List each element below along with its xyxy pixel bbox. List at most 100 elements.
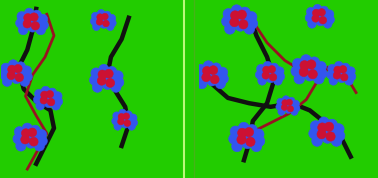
Circle shape <box>41 86 50 95</box>
Circle shape <box>282 101 289 108</box>
Circle shape <box>275 67 284 75</box>
Circle shape <box>247 18 258 29</box>
Circle shape <box>263 66 270 74</box>
Circle shape <box>246 131 257 142</box>
Circle shape <box>310 121 321 131</box>
Circle shape <box>322 133 333 143</box>
Circle shape <box>36 129 46 140</box>
Circle shape <box>301 55 311 65</box>
Circle shape <box>254 136 265 146</box>
Circle shape <box>13 134 23 144</box>
Circle shape <box>12 74 22 84</box>
Circle shape <box>215 78 226 89</box>
Circle shape <box>91 68 101 78</box>
Circle shape <box>124 116 132 123</box>
Circle shape <box>197 78 207 89</box>
Circle shape <box>318 9 325 16</box>
Circle shape <box>299 67 308 77</box>
Circle shape <box>230 17 239 27</box>
Circle shape <box>328 64 336 73</box>
Circle shape <box>97 76 106 85</box>
Circle shape <box>309 57 320 68</box>
Circle shape <box>44 99 53 108</box>
Circle shape <box>327 126 338 137</box>
Circle shape <box>316 61 326 72</box>
Circle shape <box>107 66 117 77</box>
Circle shape <box>15 18 25 28</box>
Circle shape <box>237 10 246 19</box>
Circle shape <box>339 66 347 73</box>
Circle shape <box>24 15 33 25</box>
Circle shape <box>222 16 232 27</box>
Circle shape <box>270 69 279 77</box>
Circle shape <box>329 77 338 85</box>
Circle shape <box>210 75 219 84</box>
Circle shape <box>97 9 105 17</box>
Circle shape <box>36 25 46 35</box>
Circle shape <box>203 66 211 75</box>
Circle shape <box>326 132 335 141</box>
Circle shape <box>320 12 328 20</box>
Circle shape <box>316 68 327 79</box>
Circle shape <box>22 129 30 138</box>
Circle shape <box>119 109 126 117</box>
Circle shape <box>334 66 341 74</box>
Circle shape <box>263 68 271 77</box>
Circle shape <box>313 4 322 13</box>
Circle shape <box>287 106 293 112</box>
Circle shape <box>345 77 353 85</box>
Circle shape <box>20 77 29 86</box>
Circle shape <box>118 113 125 120</box>
Circle shape <box>47 98 55 106</box>
Circle shape <box>14 64 22 73</box>
Circle shape <box>91 12 99 20</box>
Circle shape <box>23 72 32 82</box>
Circle shape <box>195 64 206 75</box>
Circle shape <box>258 77 266 85</box>
Circle shape <box>242 138 253 149</box>
Circle shape <box>291 108 298 115</box>
Circle shape <box>48 93 57 102</box>
Circle shape <box>335 61 343 70</box>
Circle shape <box>308 70 318 79</box>
Circle shape <box>223 9 234 19</box>
Circle shape <box>98 72 108 82</box>
Circle shape <box>278 108 285 115</box>
Circle shape <box>28 128 37 137</box>
Circle shape <box>103 20 109 27</box>
Circle shape <box>285 106 292 113</box>
Circle shape <box>203 61 214 71</box>
Circle shape <box>118 118 124 125</box>
Circle shape <box>16 62 26 72</box>
Circle shape <box>16 141 26 151</box>
Circle shape <box>317 130 326 139</box>
Circle shape <box>114 122 122 130</box>
Circle shape <box>347 72 356 81</box>
Circle shape <box>113 112 121 120</box>
Circle shape <box>128 122 135 130</box>
Circle shape <box>341 74 348 81</box>
Circle shape <box>22 66 32 76</box>
Circle shape <box>106 78 115 87</box>
Circle shape <box>276 72 285 81</box>
Circle shape <box>266 74 275 83</box>
Circle shape <box>300 63 311 74</box>
Circle shape <box>286 99 293 105</box>
Circle shape <box>46 90 54 98</box>
Circle shape <box>244 23 255 34</box>
Circle shape <box>231 13 241 24</box>
Circle shape <box>21 135 29 144</box>
Circle shape <box>231 5 242 15</box>
Circle shape <box>24 8 34 18</box>
Circle shape <box>239 14 250 25</box>
Circle shape <box>28 22 37 32</box>
Circle shape <box>309 128 319 139</box>
Circle shape <box>114 77 124 87</box>
Circle shape <box>334 130 345 141</box>
Circle shape <box>118 115 126 123</box>
Circle shape <box>309 64 320 74</box>
Circle shape <box>320 6 328 15</box>
Circle shape <box>274 77 282 85</box>
Circle shape <box>341 69 350 77</box>
Circle shape <box>102 13 108 20</box>
